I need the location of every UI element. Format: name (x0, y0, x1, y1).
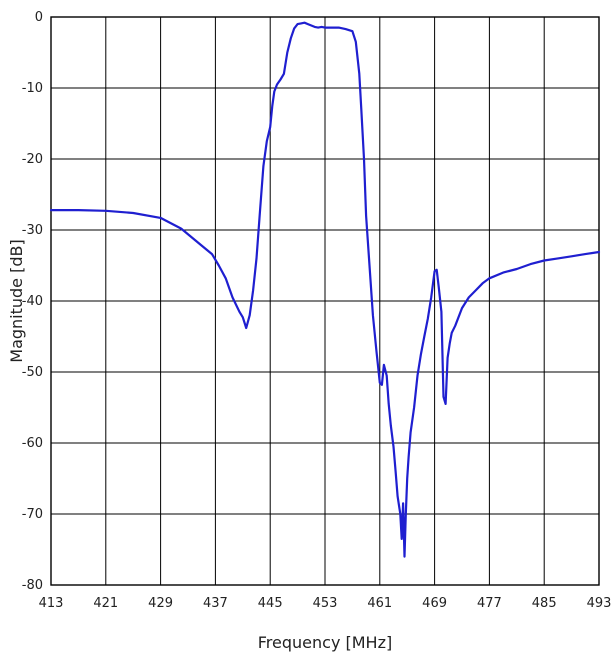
y-tick-label-7: -70 (22, 507, 43, 522)
x-tick-label-6: 461 (367, 596, 392, 611)
x-axis-title: Frequency [MHz] (258, 633, 392, 652)
x-tick-label-0: 413 (39, 596, 64, 611)
series-layer (49, 21, 601, 558)
y-tick-label-3: -30 (22, 223, 43, 238)
y-tick-label-8: -80 (22, 578, 43, 593)
x-tick-label-10: 493 (587, 596, 612, 611)
y-tick-label-1: -10 (22, 81, 43, 96)
x-tick-label-7: 469 (422, 596, 447, 611)
x-tick-label-3: 437 (203, 596, 228, 611)
y-axis-title: Magnitude [dB] (7, 239, 26, 362)
y-tick-label-6: -60 (22, 436, 43, 451)
x-tick-label-1: 421 (93, 596, 118, 611)
plot-frame (50, 16, 600, 586)
y-tick-label-2: -20 (22, 152, 43, 167)
y-tick-labels: 0 -10 -20 -30 -40 -50 -60 -70 -80 (22, 10, 43, 593)
x-tick-label-4: 445 (258, 596, 283, 611)
x-tick-label-2: 429 (148, 596, 173, 611)
x-tick-label-8: 477 (477, 596, 502, 611)
y-tick-label-0: 0 (35, 10, 43, 25)
y-tick-label-5: -50 (22, 365, 43, 380)
x-tick-label-5: 453 (313, 596, 338, 611)
y-tick-label-4: -40 (22, 294, 43, 309)
x-tick-label-9: 485 (532, 596, 557, 611)
series-line-0 (49, 21, 601, 558)
x-tick-labels: 413 421 429 437 445 453 461 469 477 485 493 (39, 596, 612, 611)
